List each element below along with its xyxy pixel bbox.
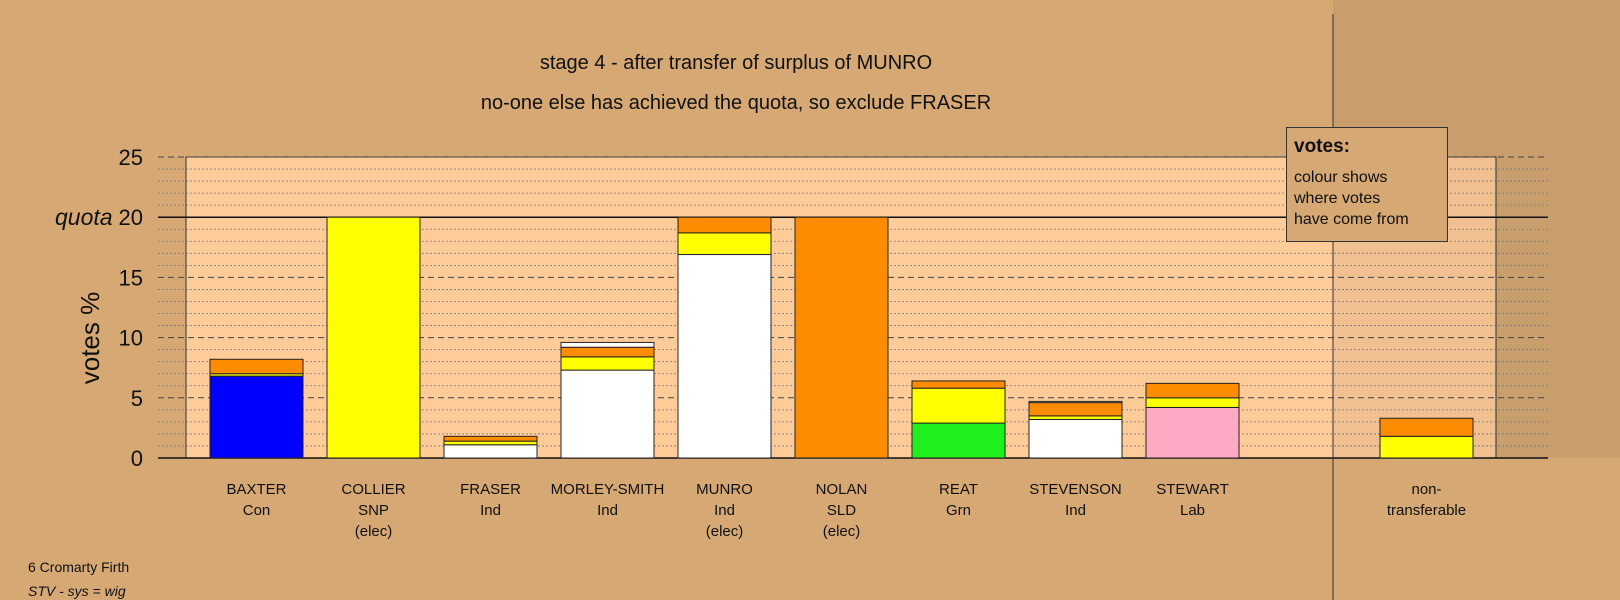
- bar-nontransferable-segment: [1379, 435, 1474, 459]
- category-label-nolan-line-3: (elec): [823, 523, 861, 540]
- quota-label: quota: [55, 204, 113, 230]
- category-label-munro-line-2: Ind: [714, 502, 735, 519]
- category-label-collier-line-1: COLLIER: [341, 481, 405, 498]
- category-label-stevenson-line-1: STEVENSON: [1029, 481, 1122, 498]
- category-label-fraser-line-2: Ind: [480, 502, 501, 519]
- category-label-fraser-line-1: FRASER: [460, 481, 521, 498]
- footer-constituency: 6 Cromarty Firth: [28, 559, 130, 575]
- bar-munro-segment: [677, 254, 772, 459]
- category-label-munro-line-3: (elec): [706, 523, 744, 540]
- bar-fraser-segment: [443, 440, 538, 446]
- category-label-baxter-line-1: BAXTER: [226, 481, 286, 498]
- bar-baxter-segment: [209, 375, 304, 459]
- bar-baxter-segment: [209, 358, 304, 375]
- y-tick-label: 20: [119, 205, 143, 230]
- category-label-reat-line-2: Grn: [946, 502, 971, 519]
- chart-title: stage 4 - after transfer of surplus of M…: [539, 52, 933, 74]
- category-label-morley-smith-line-2: Ind: [597, 502, 618, 519]
- category-label-stevenson-line-2: Ind: [1065, 502, 1086, 519]
- bar-stewart-segment: [1145, 382, 1240, 399]
- bar-stevenson-segment: [1028, 415, 1123, 420]
- bar-morley-smith-segment: [560, 341, 655, 348]
- y-tick-label: 0: [131, 446, 143, 471]
- legend-line-2: where votes: [1294, 190, 1381, 207]
- bar-stevenson-segment: [1028, 418, 1123, 459]
- bar-munro-segment: [677, 232, 772, 256]
- legend-box: votes: colour shows where votes have com…: [1286, 127, 1448, 242]
- bar-nontransferable-segment: [1379, 417, 1474, 437]
- bar-fraser-segment: [443, 444, 538, 459]
- bar-stevenson-segment: [1028, 400, 1123, 404]
- category-label-nolan-line-1: NOLAN: [816, 481, 868, 498]
- category-label-collier-line-3: (elec): [355, 523, 393, 540]
- category-label-munro-line-1: MUNRO: [696, 481, 753, 498]
- legend-line-3: have come from: [1294, 211, 1409, 228]
- chart-subtitle: no-one else has achieved the quota, so e…: [480, 92, 992, 114]
- y-tick-label: 10: [119, 326, 143, 351]
- category-label-nontransferable-line-2: transferable: [1387, 502, 1466, 519]
- category-label-stewart-line-1: STEWART: [1156, 481, 1229, 498]
- category-label-nontransferable-line-1: non-: [1411, 481, 1441, 498]
- bar-munro-segment: [677, 216, 772, 234]
- bar-reat-segment: [911, 387, 1006, 424]
- y-axis-label: votes %: [75, 292, 105, 385]
- bar-collier-segment: [326, 216, 421, 459]
- category-label-stewart-line-2: Lab: [1180, 502, 1205, 519]
- bar-reat-segment: [911, 422, 1006, 459]
- y-tick-label: 15: [119, 265, 143, 290]
- bar-nolan-segment: [794, 216, 889, 459]
- bar-fraser-segment: [443, 435, 538, 442]
- category-label-nolan-line-2: SLD: [827, 502, 856, 519]
- bar-morley-smith-segment: [560, 369, 655, 459]
- category-label-baxter-line-2: Con: [243, 502, 271, 519]
- bar-stevenson-segment: [1028, 402, 1123, 417]
- y-tick-label: 5: [131, 386, 143, 411]
- bar-stewart-segment: [1145, 406, 1240, 459]
- footer-system: STV - sys = wig: [28, 583, 126, 599]
- legend-line-1: colour shows: [1294, 169, 1388, 186]
- category-label-collier-line-2: SNP: [358, 502, 389, 519]
- bar-stewart-segment: [1145, 397, 1240, 408]
- legend-title: votes:: [1294, 136, 1350, 157]
- category-label-morley-smith-line-1: MORLEY-SMITH: [551, 481, 665, 498]
- category-label-reat-line-1: REAT: [939, 481, 978, 498]
- bar-reat-segment: [911, 380, 1006, 389]
- bar-morley-smith-segment: [560, 356, 655, 371]
- y-tick-label: 25: [119, 145, 143, 170]
- bar-morley-smith-segment: [560, 346, 655, 358]
